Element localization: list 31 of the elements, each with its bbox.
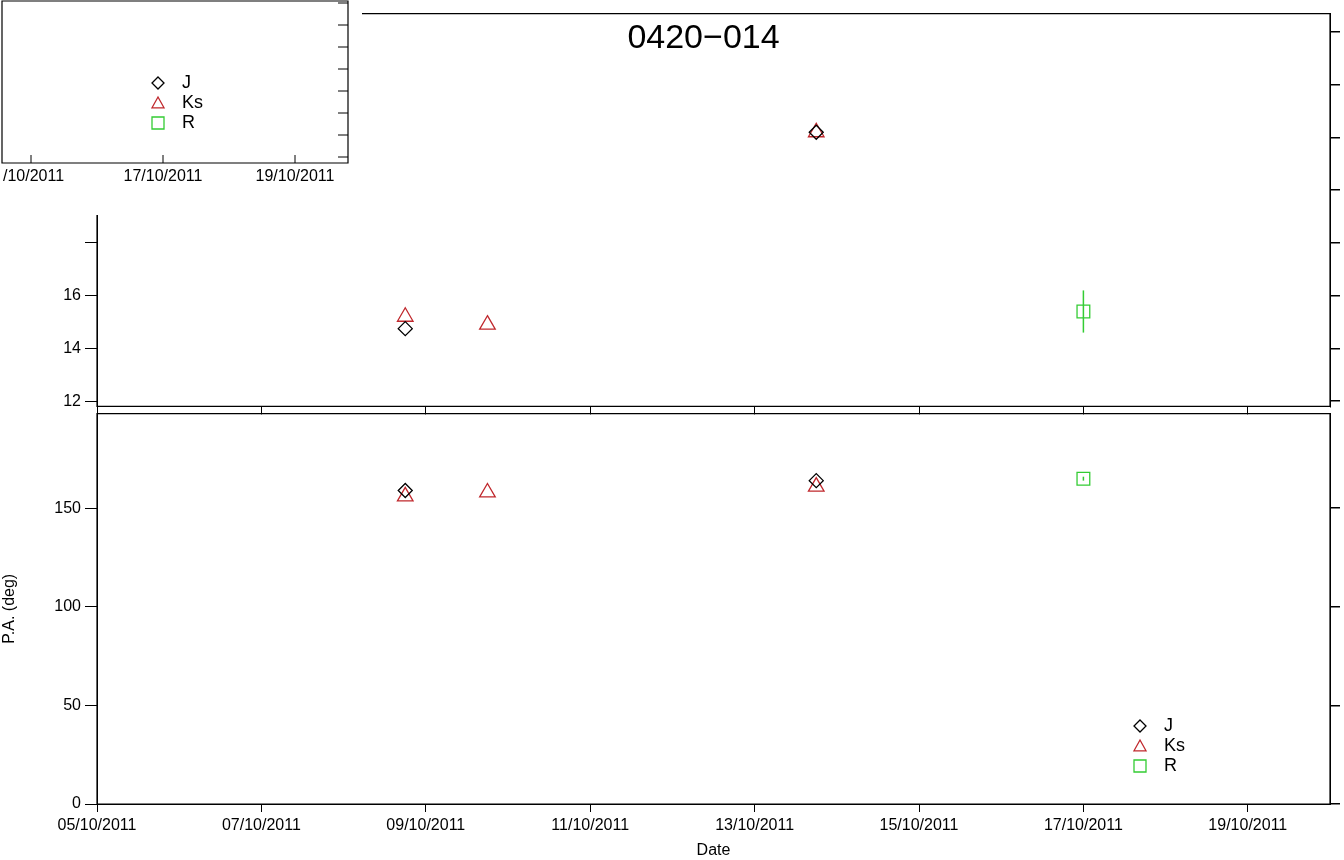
y-tick-label: 12 [63, 391, 82, 409]
legend-label: Ks [182, 91, 204, 112]
chart-title: 0420−014 [627, 16, 780, 55]
point [1076, 304, 1091, 319]
text: /10/2011 [3, 167, 65, 185]
y-tick-label: 50 [63, 695, 82, 713]
y-tick-label: 16 [63, 286, 82, 304]
y-tick-label: 0 [72, 794, 82, 812]
y-tick-label: 100 [54, 597, 82, 615]
legend-label: R [182, 111, 195, 132]
x-tick-label: 19/10/2011 [1208, 816, 1288, 834]
annotation: 17/10/2011 [123, 167, 203, 185]
point [396, 307, 414, 322]
x-tick-label: 09/10/2011 [386, 816, 466, 834]
legend-label: J [1164, 714, 1173, 735]
legend-label: J [182, 71, 191, 92]
annotation: 19/10/2011 [255, 167, 335, 185]
x-tick-label: 17/10/2011 [1043, 816, 1123, 834]
x-tick-label: 15/10/2011 [879, 816, 959, 834]
x-axis-title: Date [696, 840, 731, 858]
x-tick-label: 07/10/2011 [221, 816, 301, 834]
x-tick-label: 11/10/2011 [551, 816, 630, 834]
point [479, 315, 496, 330]
y-axis-title: P.A. (deg) [0, 573, 18, 644]
point [397, 320, 413, 337]
y-tick-label: 14 [63, 338, 82, 356]
x-tick-label: 05/10/2011 [57, 816, 137, 834]
legend-label: Ks [1164, 734, 1186, 755]
legend-label: R [1164, 754, 1177, 775]
x-tick-label: 13/10/2011 [715, 816, 795, 834]
y-tick-label: 150 [54, 498, 82, 516]
